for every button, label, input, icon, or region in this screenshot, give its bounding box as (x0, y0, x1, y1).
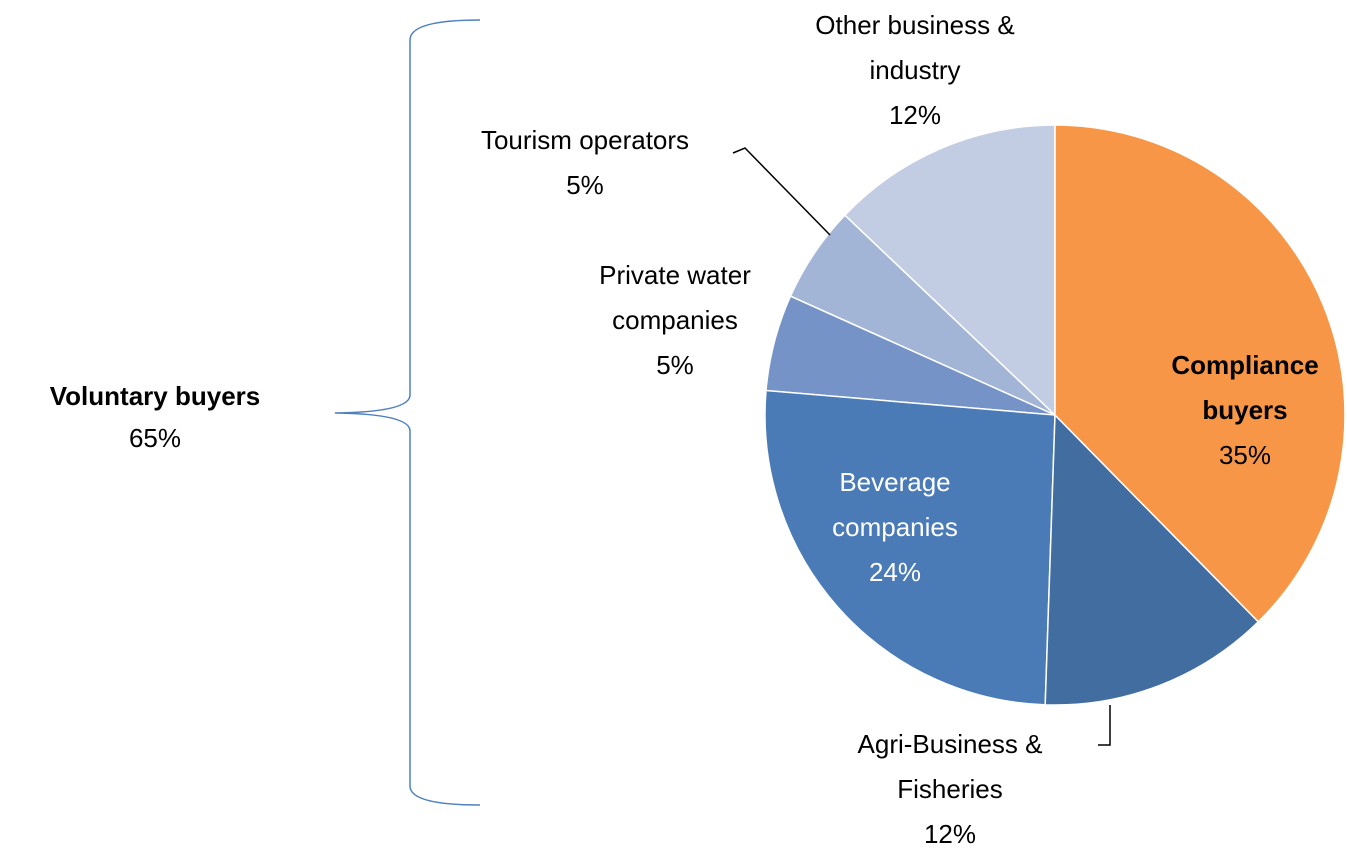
data-label: Other business & industry 12% (770, 3, 1060, 138)
category-label: Private water companies (599, 260, 751, 335)
value-label: 12% (923, 819, 977, 849)
pie-slice (1044, 413, 1260, 706)
value-label: 35% (1218, 440, 1272, 470)
value-label: 12% (888, 100, 942, 130)
pie-slice (843, 124, 1056, 417)
category-label: Other business & industry (815, 10, 1015, 85)
category-label: Compliance buyers (1171, 350, 1319, 425)
category-label: Beverage companies (832, 467, 958, 542)
value-label: 5% (656, 350, 694, 380)
data-label: Tourism operators 5% (430, 118, 740, 208)
annotation-text: Voluntary buyers (49, 381, 261, 411)
leader-line (1098, 705, 1111, 746)
data-label: Agri-Business & Fisheries 12% (830, 722, 1070, 857)
leader-line (732, 147, 831, 236)
data-label: Compliance buyers 35% (1130, 343, 1347, 478)
annotation-value: 65% (128, 423, 182, 453)
pie-slice (764, 389, 1056, 706)
annotation: Voluntary buyers 65% (10, 375, 300, 459)
data-label: Beverage companies 24% (790, 460, 1000, 595)
value-label: 5% (566, 170, 604, 200)
brace (334, 19, 481, 806)
category-label: Agri-Business & Fisheries (857, 729, 1043, 804)
value-label: 24% (868, 557, 922, 587)
data-label: Private water companies 5% (555, 253, 795, 388)
pie-slice (1054, 124, 1346, 623)
category-label: Tourism operators (480, 125, 690, 155)
